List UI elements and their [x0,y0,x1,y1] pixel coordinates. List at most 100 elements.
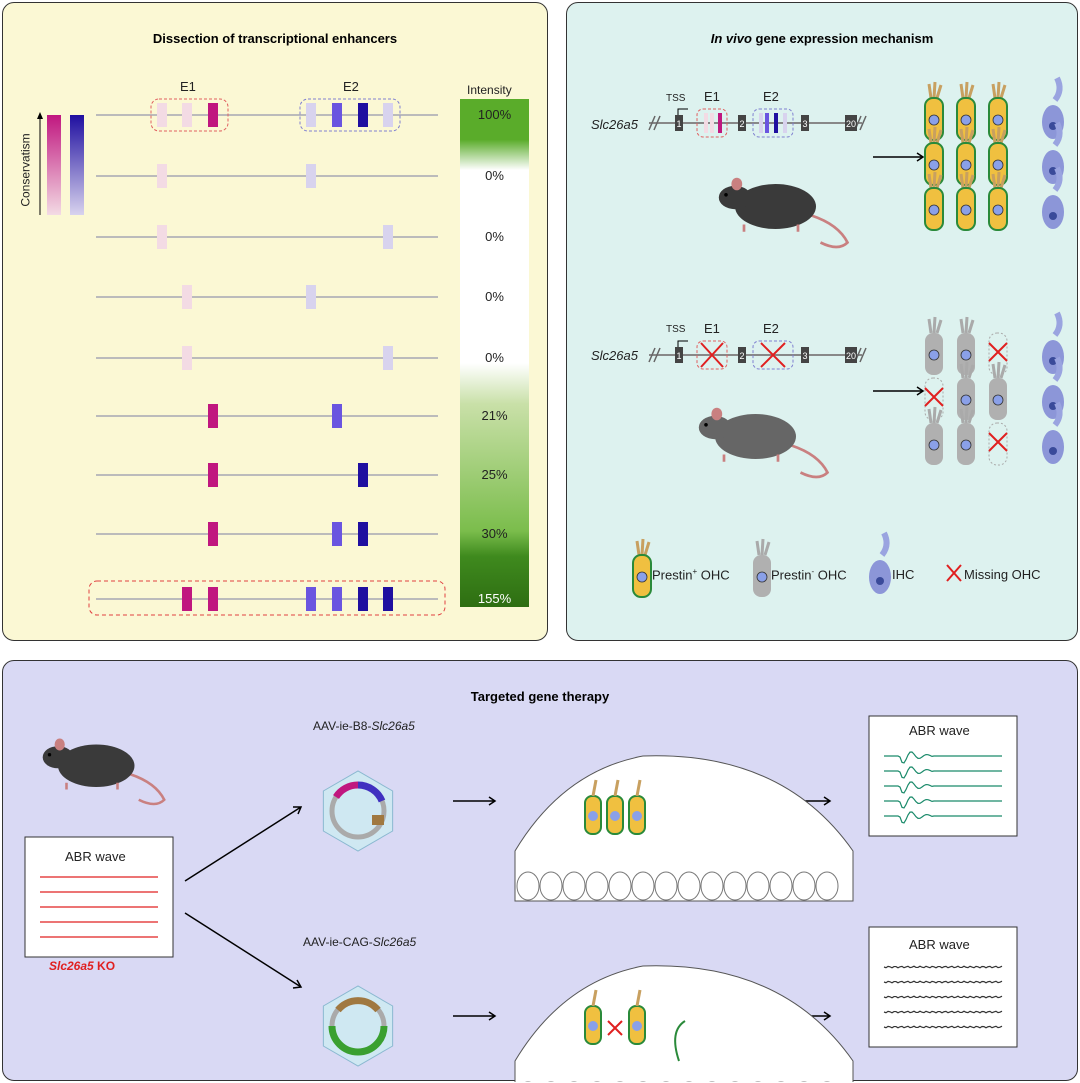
stereocilia [927,316,943,334]
supporting-cell [562,871,586,901]
stereocilia [959,126,975,144]
stereocilia [1052,76,1063,102]
e2-element [332,587,342,611]
abr-trace [884,751,1002,764]
e2-element [358,587,368,611]
e1-element [208,463,218,487]
tss-label: TSS [666,93,686,104]
abr-label-b8: ABR wave [909,723,970,738]
ko-label: Slc26a5 KO [49,959,116,973]
nucleus [636,571,648,583]
stereocilia [927,171,943,189]
nucleus [928,114,940,126]
legend-missing-icon [946,564,962,582]
stereocilia [1052,356,1063,382]
e2-box [752,108,794,138]
stereocilia [991,171,1007,189]
enhancer-dissection-panel: Dissection of transcriptional enhancers … [2,2,548,641]
e1-segment [333,781,359,800]
e2-label: E2 [763,321,779,336]
abr-trace [884,796,1002,809]
nucleus [1049,447,1057,455]
intensity-value: 0% [485,168,504,183]
supporting-cell [654,871,678,901]
supporting-cell [815,871,839,901]
abr-trace [884,766,1002,779]
supporting-cell [539,871,563,901]
arrow [184,912,303,989]
stereocilia [959,406,975,424]
panel-title: Dissection of transcriptional enhancers [152,31,398,46]
nucleus [992,204,1004,216]
abr-trace [884,811,1002,824]
e2-box [299,98,401,132]
arrow [184,806,303,882]
stereocilia [927,406,943,424]
panel-title: In vivo gene expression mechanism [567,31,1077,46]
in-vivo-panel: In vivo gene expression mechanism 1 2 3 20 1… [566,2,1078,641]
legend-prestin-neg: Prestin- OHC [771,567,847,583]
enhancer-element [759,113,763,133]
nucleus [992,114,1004,126]
exon-number: 1 [676,351,681,361]
e1-element [208,522,218,546]
exon [801,347,809,363]
supporting-cell [792,871,816,901]
enhancer-element [704,113,708,133]
exon-number: 2 [739,351,744,361]
e1-box [696,108,728,138]
nucleus [928,159,940,171]
e1-box [150,98,229,132]
enhancer-element [783,113,787,133]
expression-diagram: 1 2 3 20 1 2 3 20 [632,76,1064,598]
title-italic: In vivo [710,31,752,46]
enhancer-element [765,113,769,133]
e1-label: E1 [180,79,196,94]
supporting-cell [608,871,632,901]
e2-element [383,587,393,611]
intensity-label: Intensity [467,83,512,97]
e1-box [696,340,728,370]
enhancer-element [710,113,714,133]
intensity-value: 0% [485,289,504,304]
organ-of-corti [514,755,854,902]
nucleus [960,114,972,126]
abr-trace [883,1010,1003,1014]
exon-number: 20 [846,351,856,361]
stereocilia [635,989,642,1007]
intensity-value: 21% [481,408,508,423]
exon [675,347,683,363]
arrow-head [37,112,43,119]
nucleus [928,349,940,361]
gene-label: Slc26a5 [591,117,638,132]
abr-label-cag: ABR wave [909,937,970,952]
nucleus [610,811,620,821]
exon [845,347,857,363]
e1-element [182,103,192,127]
supporting-cell [585,871,609,901]
abr-trace [884,781,1002,794]
enhancer-diagram [37,98,529,616]
transgene [372,815,384,825]
e2-box [752,340,794,370]
exon-number: 2 [739,119,744,129]
deletion-cross [700,342,786,368]
break-marks [648,347,867,363]
organ-of-corti [514,965,854,1082]
e2-element [306,164,316,188]
nucleus [928,439,940,451]
intensity-value: 30% [481,526,508,541]
nucleus [876,577,884,585]
intensity-value: 0% [485,350,504,365]
arrow [873,386,925,396]
nucleus [960,349,972,361]
nucleus [928,204,940,216]
stereocilia [591,989,598,1007]
e2-element [332,404,342,428]
e1-element [182,587,192,611]
exon-number: 3 [802,119,807,129]
e2-segment [357,781,386,803]
nucleus [960,439,972,451]
stereocilia [991,126,1007,144]
stereocilia [959,171,975,189]
